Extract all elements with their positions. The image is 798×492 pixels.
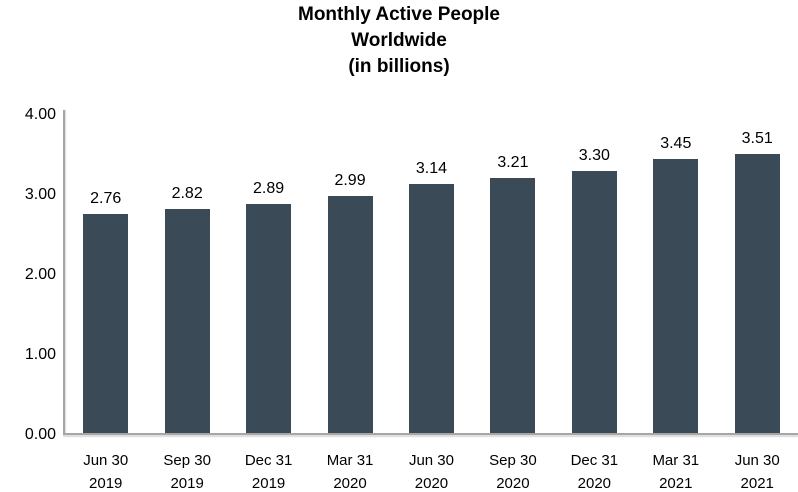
- bar-value-label: 3.14: [415, 160, 448, 177]
- x-axis-category-label: Sep 30 2020: [472, 449, 553, 492]
- bar-value-label: 2.82: [171, 185, 203, 202]
- x-axis-category-label: Mar 31 2020: [309, 449, 390, 492]
- y-axis-tick-label: 4.00: [24, 106, 56, 123]
- bar: [246, 204, 292, 435]
- x-axis-label-line: 2019: [89, 475, 123, 492]
- x-axis-category-label: Mar 31 2021: [635, 449, 716, 492]
- chart-title: Monthly Active People Worldwide (in bill…: [0, 2, 798, 80]
- y-axis-line: [63, 110, 65, 435]
- bar: [653, 159, 699, 435]
- x-axis-category-label: Jun 30 2020: [391, 449, 472, 492]
- bar: [164, 209, 210, 435]
- x-axis-label-line: Dec 31: [244, 452, 293, 469]
- x-axis-label-line: Jun 30: [83, 452, 129, 469]
- bar-column: 3.21: [472, 115, 553, 435]
- x-axis-label-line: 2020: [577, 475, 612, 492]
- chart-title-line-3: (in billions): [348, 56, 450, 77]
- x-axis-labels: Jun 30 2019 Sep 30 2019 Dec 31 2019 Mar 31 2020…: [65, 449, 798, 492]
- x-axis-label-line: 2019: [170, 475, 204, 492]
- plot-area: 2.76 2.82 2.89 2.99 3.14 3.21 3.30 3.45 3.51: [65, 115, 798, 435]
- x-axis-label-line: Dec 31: [570, 452, 619, 469]
- y-axis-tick-label: 2.00: [24, 266, 56, 283]
- chart-title-line-2: Worldwide: [351, 30, 447, 51]
- bar-column: 3.45: [635, 115, 716, 435]
- x-axis-category-label: Jun 30 2021: [717, 449, 798, 492]
- bar-column: 2.76: [65, 115, 146, 435]
- bar-column: 2.82: [146, 115, 227, 435]
- x-axis-category-label: Dec 31 2020: [554, 449, 635, 492]
- y-axis-tick-label: 0.00: [24, 426, 56, 443]
- bar-column: 3.14: [391, 115, 472, 435]
- x-axis-label-line: 2019: [251, 475, 286, 492]
- x-axis-label-line: 2020: [496, 475, 530, 492]
- bar-value-label: 2.99: [334, 172, 366, 189]
- x-axis-label-line: 2021: [659, 475, 693, 492]
- bar-value-label: 2.89: [253, 180, 285, 197]
- bar: [490, 178, 536, 435]
- chart-title-line-1: Monthly Active People: [298, 4, 500, 25]
- x-axis-label-line: Sep 30: [163, 452, 211, 469]
- bar: [408, 184, 454, 435]
- bar: [327, 196, 373, 435]
- bar: [83, 214, 129, 435]
- x-axis-line: [63, 433, 798, 435]
- x-axis-label-line: Jun 30: [408, 452, 454, 469]
- x-axis-label-line: 2021: [740, 475, 774, 492]
- x-axis-category-label: Jun 30 2019: [65, 449, 146, 492]
- y-axis-tick-label: 1.00: [24, 346, 56, 363]
- x-axis-category-label: Dec 31 2019: [228, 449, 309, 492]
- bar-value-label: 3.21: [497, 154, 529, 171]
- bar-value-label: 3.45: [660, 135, 692, 152]
- x-axis-label-line: 2020: [414, 475, 449, 492]
- bar: [571, 171, 617, 435]
- bar-value-label: 2.76: [90, 190, 122, 207]
- bar-column: 3.51: [717, 115, 798, 435]
- x-axis-category-label: Sep 30 2019: [146, 449, 227, 492]
- bar-column: 2.99: [309, 115, 390, 435]
- x-axis-label-line: Sep 30: [489, 452, 537, 469]
- y-axis-tick-label: 3.00: [24, 186, 56, 203]
- x-axis-label-line: Mar 31: [652, 452, 700, 469]
- x-axis-label-line: 2020: [333, 475, 367, 492]
- bar-column: 2.89: [228, 115, 309, 435]
- bar: [734, 154, 780, 435]
- bar-value-label: 3.30: [578, 147, 610, 164]
- bar-value-label: 3.51: [741, 130, 773, 147]
- x-axis-label-line: Mar 31: [326, 452, 374, 469]
- bar-column: 3.30: [554, 115, 635, 435]
- x-axis-label-line: Jun 30: [734, 452, 780, 469]
